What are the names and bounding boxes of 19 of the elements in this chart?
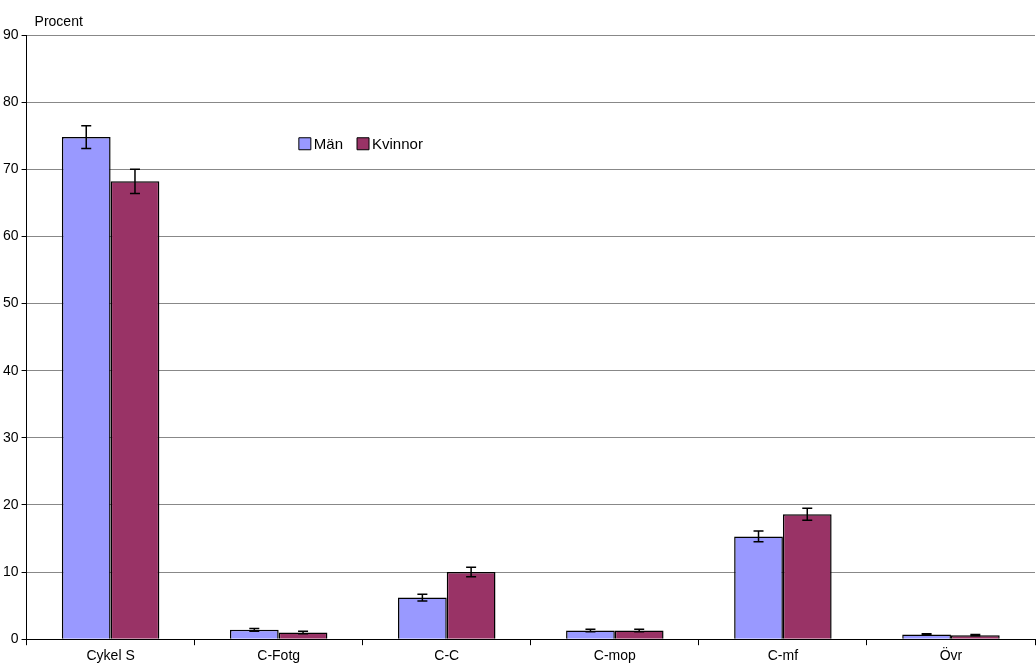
y-tick-label: 60 bbox=[2, 227, 19, 244]
y-tick-label: 40 bbox=[2, 361, 19, 378]
x-tick-label: C-mop bbox=[593, 647, 637, 664]
y-tick-label: 10 bbox=[2, 562, 19, 579]
y-tick-label: 0 bbox=[10, 630, 19, 647]
y-tick-label: 90 bbox=[2, 25, 19, 42]
legend-label: Kvinnor bbox=[372, 134, 423, 152]
y-tick-label: 80 bbox=[2, 92, 19, 109]
legend-label: Män bbox=[313, 134, 344, 152]
y-tick-label: 70 bbox=[2, 160, 19, 177]
x-tick-label: C-Fotg bbox=[257, 647, 301, 664]
x-tick-label: Cykel S bbox=[86, 647, 135, 664]
x-tick-label: C-C bbox=[434, 647, 460, 664]
x-tick-label: C-mf bbox=[767, 647, 799, 664]
y-axis-title: Procent bbox=[34, 12, 83, 29]
y-tick-label: 30 bbox=[2, 428, 19, 445]
y-tick-label: 50 bbox=[2, 294, 19, 311]
y-tick-label: 20 bbox=[2, 495, 19, 512]
x-tick-label: Övr bbox=[939, 646, 963, 664]
